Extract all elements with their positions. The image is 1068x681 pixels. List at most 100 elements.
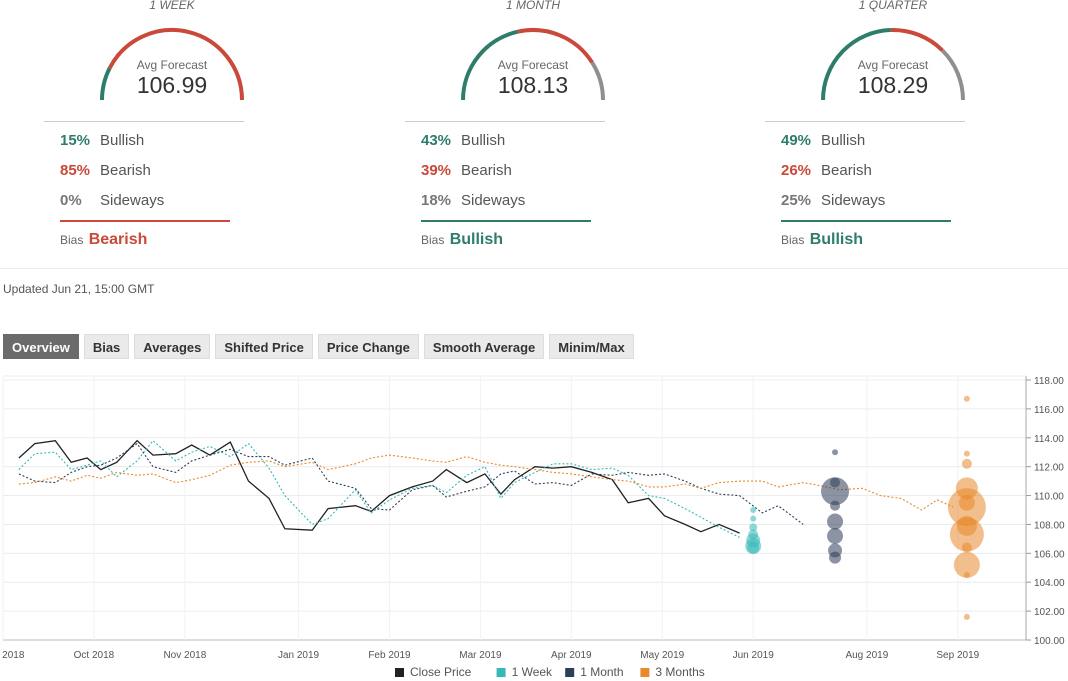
gauge-segment-bearish: [890, 28, 944, 52]
forecast-bubble-1-month: [830, 500, 841, 511]
gauge-segment-bullish: [461, 29, 519, 101]
panel-period: 1 WEEK: [149, 0, 195, 12]
series-line-close-price: [18, 439, 740, 534]
forecast-bubble-1-month: [827, 513, 844, 530]
bullish-row: 43% Bullish: [421, 132, 505, 149]
y-tick-label: 114.00: [1034, 434, 1064, 445]
legend-swatch: [640, 668, 650, 677]
bearish-row: 39% Bearish: [421, 162, 512, 179]
bearish-pct: 85%: [60, 162, 91, 179]
bullish-pct: 43%: [421, 132, 452, 149]
forecast-bubble-1-week: [750, 515, 757, 522]
tab-minim-max[interactable]: Minim/Max: [549, 334, 634, 359]
gauge-segment-bearish: [517, 28, 594, 64]
tab-averages[interactable]: Averages: [134, 334, 211, 359]
y-tick-label: 110.00: [1034, 492, 1064, 503]
panel-divider: [765, 121, 965, 122]
tab-smooth-average[interactable]: Smooth Average: [423, 334, 545, 359]
y-tick-label: 112.00: [1034, 463, 1064, 474]
tab-bias[interactable]: Bias: [83, 334, 130, 359]
legend-item[interactable]: 1 Week: [512, 665, 553, 679]
gauge-segment-bullish: [100, 67, 112, 101]
bearish-label: Bearish: [100, 162, 151, 179]
forecast-gauge: [821, 28, 965, 101]
x-tick-label: Aug 2019: [845, 650, 888, 661]
y-tick-label: 100.00: [1034, 636, 1065, 647]
tab-price-change[interactable]: Price Change: [317, 334, 419, 359]
bias-label: Bias: [421, 233, 445, 247]
legend-swatch: [565, 668, 575, 677]
chart-legend: Close Price 1 Week 1 Month 3 Months: [395, 665, 705, 679]
chart-tabs: Overview Bias Averages Shifted Price Pri…: [3, 334, 634, 359]
forecast-bubble-1-week: [750, 507, 757, 513]
bias-summary: Bias Bullish: [781, 231, 863, 249]
bias-value: Bullish: [809, 231, 864, 248]
gauge-segment-bearish: [107, 28, 244, 101]
tab-shifted-price[interactable]: Shifted Price: [215, 334, 313, 359]
forecast-bubble-3-months: [963, 572, 970, 578]
bearish-row: 85% Bearish: [60, 162, 151, 179]
forecast-bubble-3-months: [961, 458, 972, 469]
forecast-bubble-3-months: [963, 450, 970, 457]
y-tick-label: 104.00: [1034, 578, 1065, 589]
bias-line: [421, 220, 591, 222]
x-tick-label: Mar 2019: [459, 650, 502, 661]
bias-label: Bias: [60, 233, 84, 247]
sideways-label: Sideways: [461, 192, 526, 209]
series-line-3-months: [18, 454, 954, 511]
panel-period: 1 QUARTER: [858, 0, 928, 12]
avg-forecast-label: Avg Forecast: [136, 58, 208, 72]
x-tick-label: Feb 2019: [368, 650, 411, 661]
bullish-row: 49% Bullish: [781, 132, 865, 149]
sideways-pct: 18%: [421, 192, 452, 209]
sideways-row: 25% Sideways: [781, 192, 885, 209]
legend-item[interactable]: Close Price: [410, 665, 472, 679]
y-tick-label: 106.00: [1034, 549, 1065, 560]
forecast-bubble-3-months: [961, 542, 972, 553]
panel-divider: [44, 121, 244, 122]
gauge-segment-sideways: [941, 49, 965, 101]
tab-overview[interactable]: Overview: [3, 334, 79, 359]
bearish-row: 26% Bearish: [781, 162, 872, 179]
y-tick-label: 116.00: [1034, 405, 1064, 416]
avg-forecast-value: 108.13: [497, 72, 569, 98]
bearish-label: Bearish: [461, 162, 512, 179]
x-tick-label: Oct 2018: [74, 650, 115, 661]
legend-item[interactable]: 3 Months: [655, 665, 704, 679]
avg-forecast-value: 106.99: [136, 72, 208, 98]
legend-item[interactable]: 1 Month: [580, 665, 623, 679]
x-tick-label: Jun 2019: [733, 650, 775, 661]
forecast-gauge: [461, 28, 605, 101]
forecast-bubble-3-months: [963, 613, 970, 620]
bullish-pct: 49%: [781, 132, 812, 149]
sideways-row: 18% Sideways: [421, 192, 525, 209]
x-tick-label: Sep 2019: [936, 650, 979, 661]
forecast-bubble-1-week: [747, 541, 760, 554]
x-tick-label: Apr 2019: [551, 650, 592, 661]
bullish-pct: 15%: [60, 132, 91, 149]
forecast-gauge: [100, 28, 244, 101]
y-tick-label: 102.00: [1034, 607, 1065, 618]
bias-value: Bullish: [449, 231, 504, 248]
forecast-bubble-1-month: [827, 528, 844, 544]
x-tick-label: Jan 2019: [278, 650, 320, 661]
bullish-row: 15% Bullish: [60, 132, 144, 149]
gauge-segment-bullish: [821, 28, 891, 101]
bias-summary: Bias Bullish: [421, 231, 503, 249]
legend-swatch: [496, 668, 506, 677]
sideways-row: 0% Sideways: [60, 192, 164, 209]
x-tick-label: May 2019: [640, 650, 684, 661]
bias-summary: Bias Bearish: [60, 231, 147, 249]
y-tick-label: 108.00: [1034, 520, 1065, 531]
bias-line: [60, 220, 230, 222]
bullish-label: Bullish: [461, 132, 506, 149]
series-line-1-month: [18, 442, 804, 525]
bias-line: [781, 220, 951, 222]
bearish-label: Bearish: [821, 162, 872, 179]
forecast-bubble-3-months: [963, 395, 970, 402]
panel-divider: [405, 121, 605, 122]
series-line-1-week: [18, 439, 740, 538]
avg-forecast-label: Avg Forecast: [857, 58, 929, 72]
x-tick-label: Sep 2018: [0, 650, 25, 661]
legend-swatch: [395, 668, 404, 677]
